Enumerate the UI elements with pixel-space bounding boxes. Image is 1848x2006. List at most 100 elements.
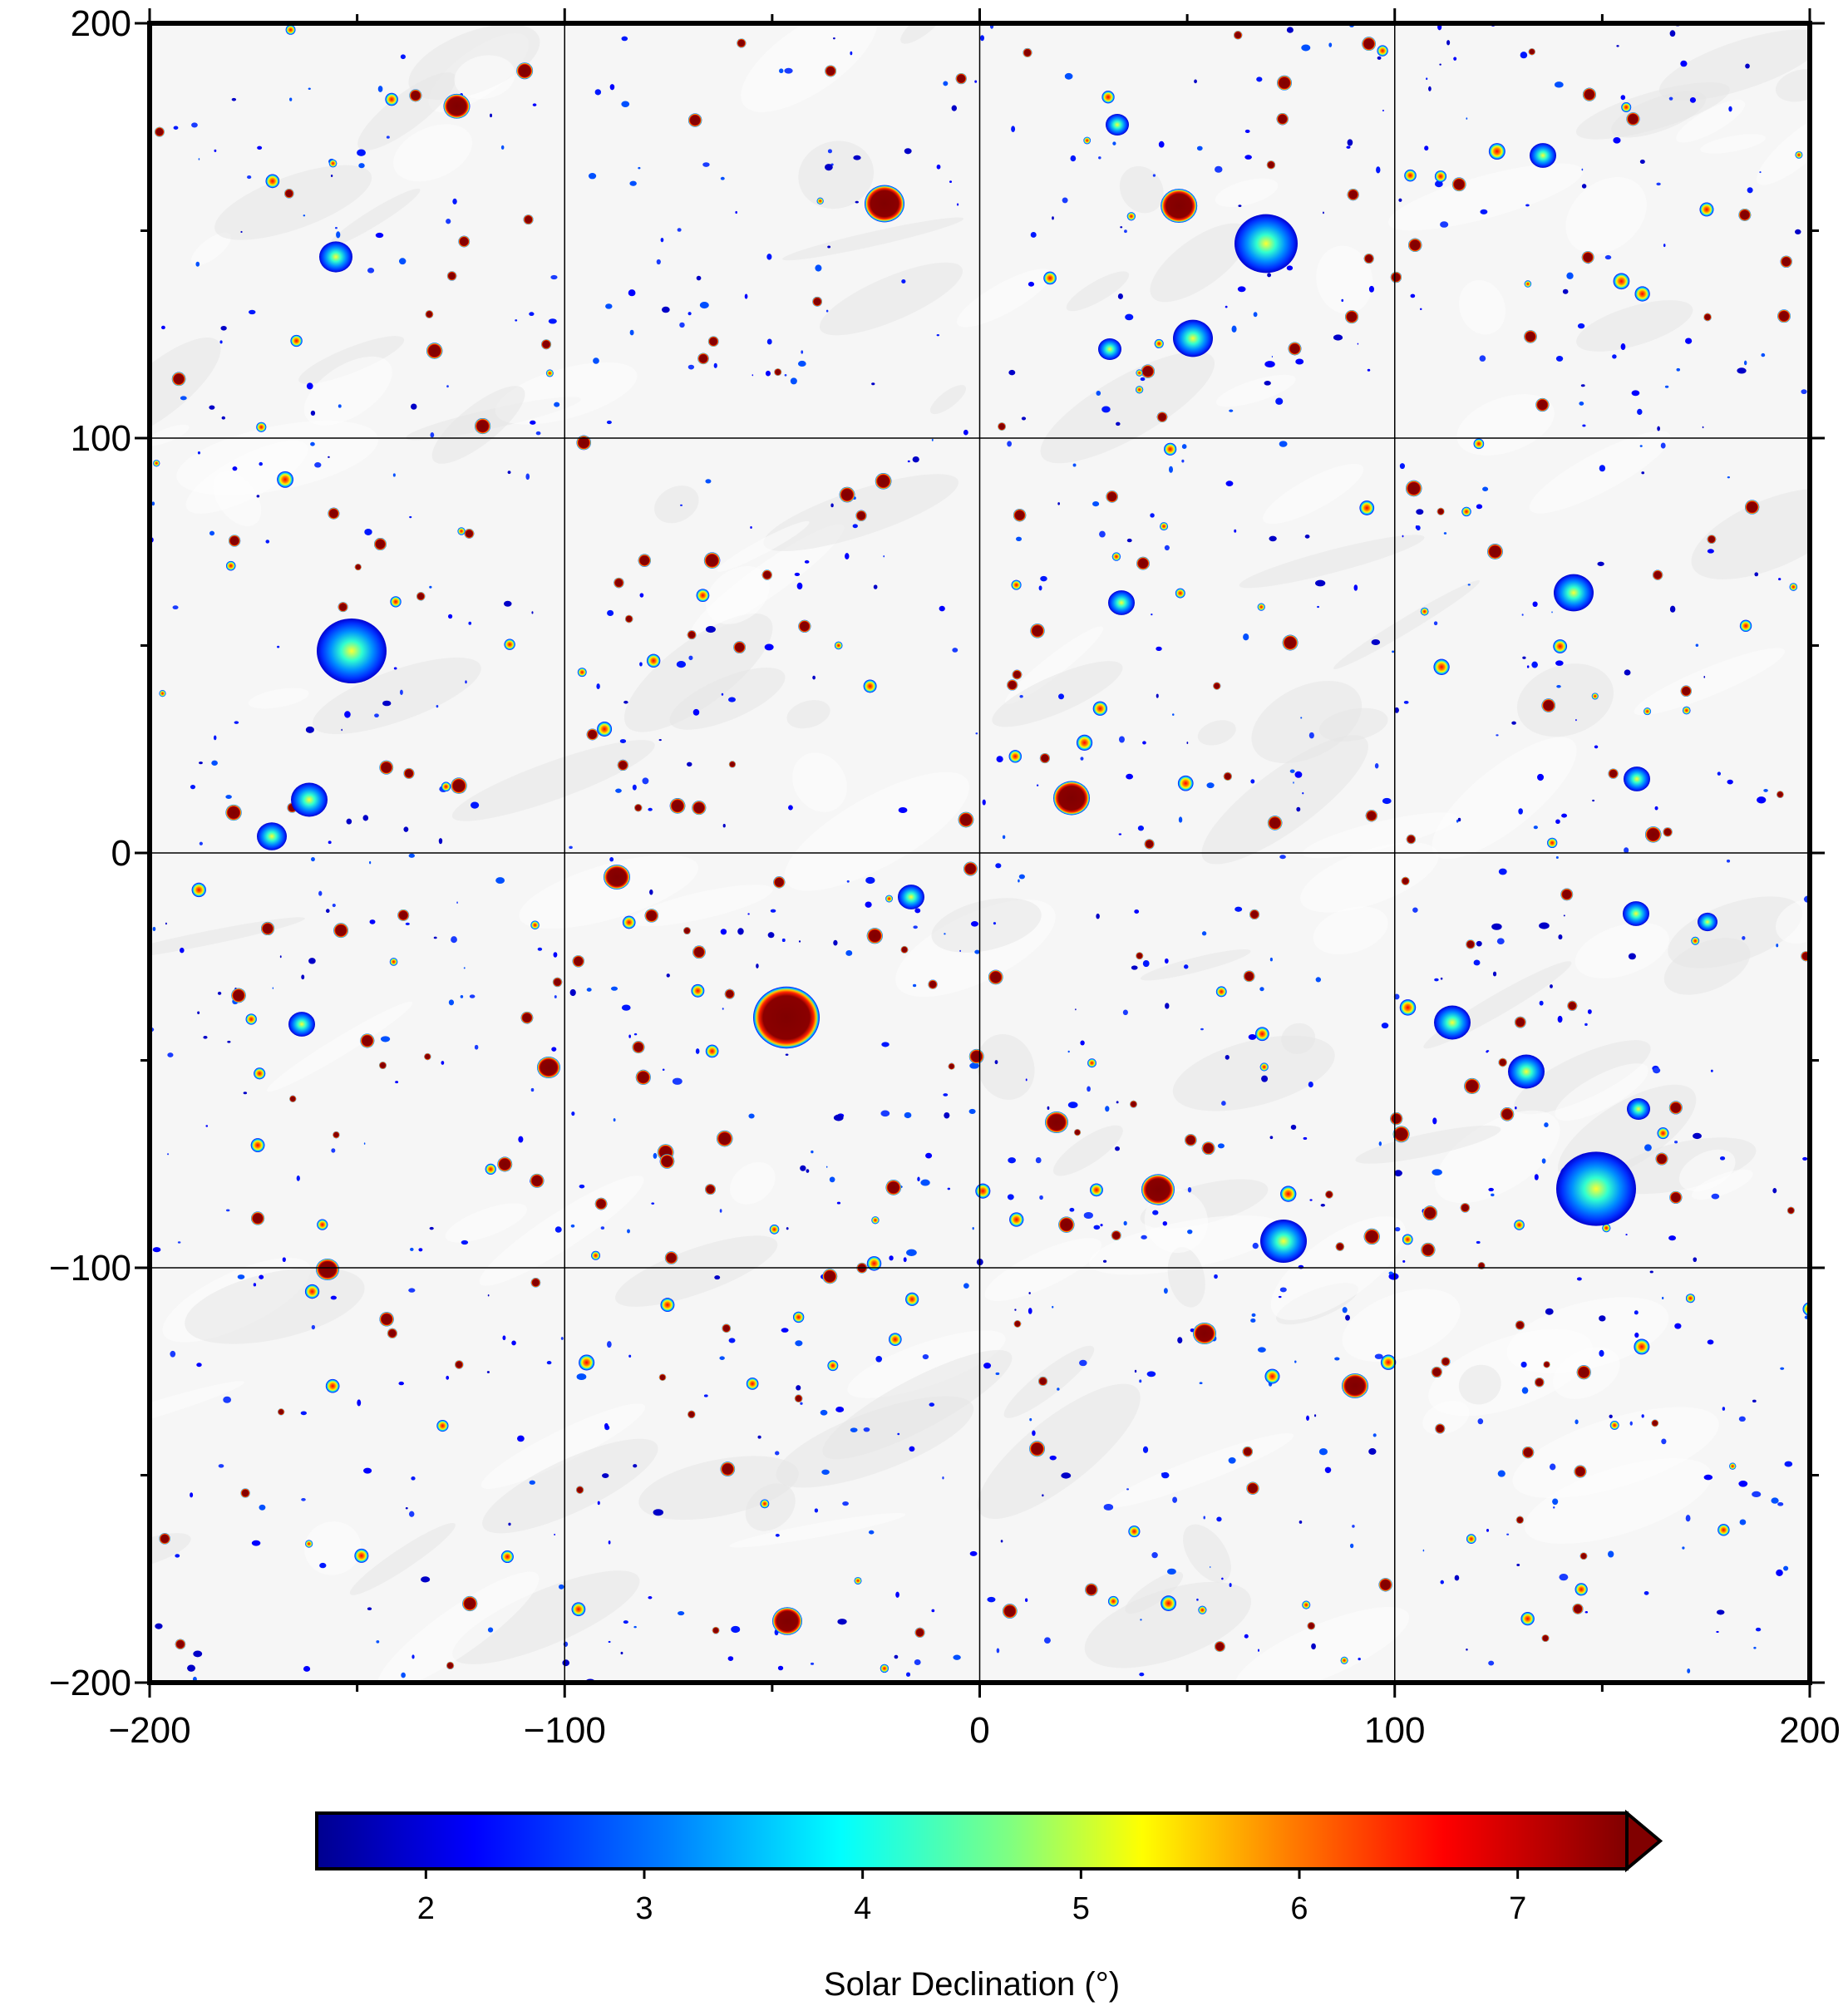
relief-shade — [977, 1383, 1141, 1520]
illumination-speck — [588, 172, 597, 180]
illumination-dot — [354, 1548, 369, 1563]
illumination-speck — [1587, 1009, 1592, 1014]
relief-shade — [1066, 271, 1130, 312]
illumination-speck — [1377, 56, 1382, 60]
illumination-speck — [615, 788, 622, 793]
illumination-speck — [1778, 578, 1781, 581]
illumination-speck — [325, 909, 330, 914]
illumination-speck — [1014, 1309, 1017, 1311]
illumination-dot — [159, 690, 166, 697]
illumination-dot — [575, 1486, 584, 1494]
relief-shade — [1167, 1247, 1205, 1308]
illumination-speck — [1488, 1187, 1494, 1192]
illumination-speck — [798, 940, 801, 943]
illumination-speck — [576, 1373, 587, 1381]
illumination-speck — [170, 1350, 176, 1358]
illumination-speck — [781, 938, 786, 943]
illumination-speck — [947, 1187, 951, 1190]
illumination-dot — [635, 1069, 651, 1085]
illumination-dot — [1729, 1462, 1737, 1470]
illumination-dot — [240, 1488, 250, 1498]
illumination-dot — [624, 614, 633, 623]
illumination-speck — [1093, 1225, 1101, 1230]
illumination-dot — [516, 62, 534, 80]
illumination-dot — [1707, 535, 1717, 545]
illumination-dot — [1276, 112, 1289, 126]
illumination-speck — [1634, 1332, 1639, 1338]
illumination-dot — [328, 159, 338, 168]
illumination-dot — [1789, 583, 1798, 591]
illumination-speck — [1225, 1054, 1230, 1060]
illumination-speck — [1426, 77, 1428, 81]
illumination-speck — [800, 1165, 806, 1171]
illumination-speck — [1574, 1419, 1579, 1425]
illumination-speck — [1771, 1497, 1779, 1504]
illumination-dot — [1498, 1057, 1507, 1067]
illumination-speck — [974, 80, 978, 83]
illumination-speck — [1098, 156, 1101, 160]
illumination-dot — [552, 977, 563, 988]
illumination-dot — [1365, 810, 1378, 822]
colorbar-max-extension — [1625, 1809, 1663, 1873]
relief-shade — [1435, 1110, 1560, 1204]
illumination-speck — [719, 1356, 725, 1360]
illumination-speck — [1719, 1156, 1726, 1161]
illumination-speck — [903, 1257, 907, 1263]
illumination-speck — [939, 605, 945, 612]
illumination-speck — [155, 1623, 163, 1629]
illumination-speck — [1244, 129, 1250, 133]
illumination-dot — [963, 861, 978, 876]
illumination-dot — [1085, 1583, 1098, 1596]
illumination-speck — [810, 1662, 815, 1665]
illumination-speck — [1755, 1627, 1762, 1632]
illumination-speck — [1021, 416, 1027, 421]
illumination-speck — [237, 1274, 245, 1279]
illumination-speck — [1743, 360, 1747, 366]
illumination-speck — [1372, 1433, 1377, 1437]
illumination-speck — [1532, 601, 1538, 608]
illumination-speck — [853, 155, 861, 160]
illumination-speck — [904, 1111, 912, 1119]
illumination-speck — [1052, 216, 1054, 220]
illumination-dot — [441, 781, 451, 792]
illumination-speck — [1181, 444, 1187, 450]
illumination-dot — [594, 1197, 608, 1210]
illumination-speck — [1711, 1193, 1720, 1200]
illumination-speck — [1126, 773, 1133, 780]
illumination-speck — [722, 823, 726, 828]
illumination-speck — [1286, 265, 1294, 271]
illumination-speck — [951, 105, 957, 111]
illumination-speck — [1119, 736, 1125, 743]
illumination-dot — [485, 1163, 496, 1175]
illumination-dot — [1451, 177, 1466, 192]
illumination-dot — [1277, 75, 1292, 91]
illumination-dot — [1009, 1212, 1024, 1227]
illumination-speck — [374, 713, 379, 717]
illumination-dot — [687, 630, 697, 640]
illumination-speck — [827, 245, 831, 249]
illumination-speck — [1551, 611, 1553, 614]
illumination-speck — [1476, 504, 1483, 510]
illumination-dot — [1164, 442, 1177, 456]
illumination-speck — [1440, 221, 1449, 228]
illumination-speck — [586, 988, 592, 992]
illumination-speck — [1579, 401, 1584, 406]
illumination-speck — [1103, 1503, 1114, 1511]
illumination-speck — [1466, 117, 1468, 120]
illumination-speck — [744, 293, 748, 299]
illumination-speck — [1320, 1203, 1326, 1207]
illumination-speck — [1099, 530, 1106, 538]
illumination-speck — [1539, 922, 1550, 929]
illumination-dot — [390, 596, 402, 608]
illumination-speck — [1801, 389, 1807, 395]
illumination-speck — [546, 1360, 552, 1365]
illumination-dot — [816, 197, 824, 205]
illumination-speck — [1178, 816, 1183, 823]
relief-shade — [931, 898, 1042, 953]
illumination-speck — [1457, 817, 1461, 822]
illumination-dot — [1363, 253, 1374, 264]
illumination-speck — [705, 626, 716, 633]
illumination-speck — [873, 584, 878, 589]
illumination-speck — [328, 456, 330, 458]
x-tick-label: −100 — [524, 1710, 606, 1751]
